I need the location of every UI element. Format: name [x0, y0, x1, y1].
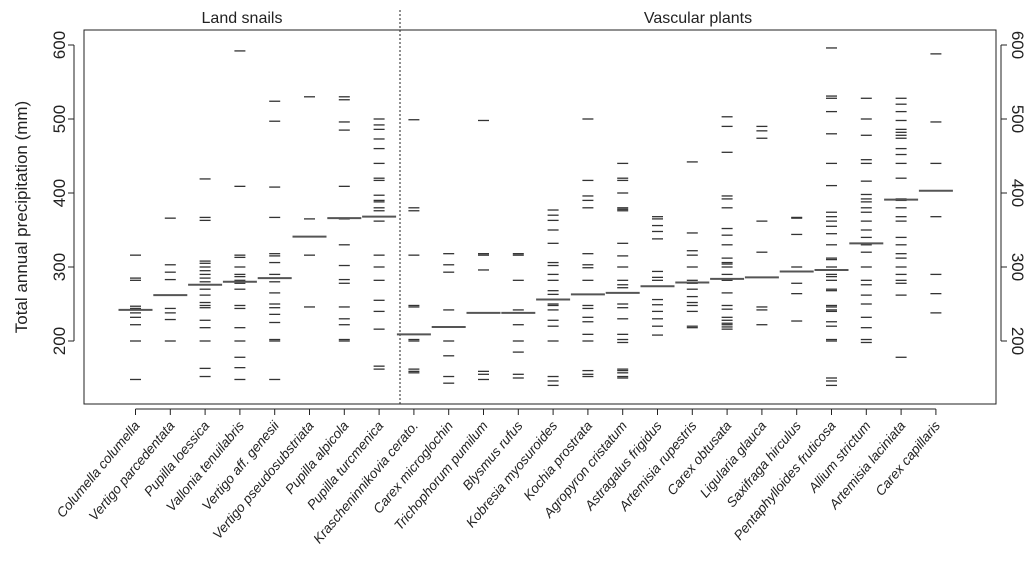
- y-tick-label-right: 500: [1008, 105, 1027, 133]
- y-tick-label-left: 400: [50, 179, 69, 207]
- y-tick-label-right: 400: [1008, 179, 1027, 207]
- y-tick-label-right: 300: [1008, 253, 1027, 281]
- labels: Total annual precipitation (mm) 200 200 30…: [12, 10, 1027, 546]
- y-tick-label-right: 200: [1008, 327, 1027, 355]
- plot-area: [83, 10, 997, 405]
- axes: [68, 44, 1007, 415]
- group-label: Vascular plants: [644, 10, 752, 27]
- x-tick-label: Carex capillaris: [872, 418, 943, 499]
- y-tick-label-left: 600: [50, 31, 69, 59]
- y-axis-label: Total annual precipitation (mm): [12, 101, 31, 333]
- plot-frame: [83, 29, 997, 405]
- y-tick-label-right: 600: [1008, 31, 1027, 59]
- data-marks: [118, 47, 953, 387]
- group-label: Land snails: [202, 10, 283, 27]
- y-tick-label-left: 200: [50, 327, 69, 355]
- y-tick-label-left: 300: [50, 253, 69, 281]
- y-tick-label-left: 500: [50, 105, 69, 133]
